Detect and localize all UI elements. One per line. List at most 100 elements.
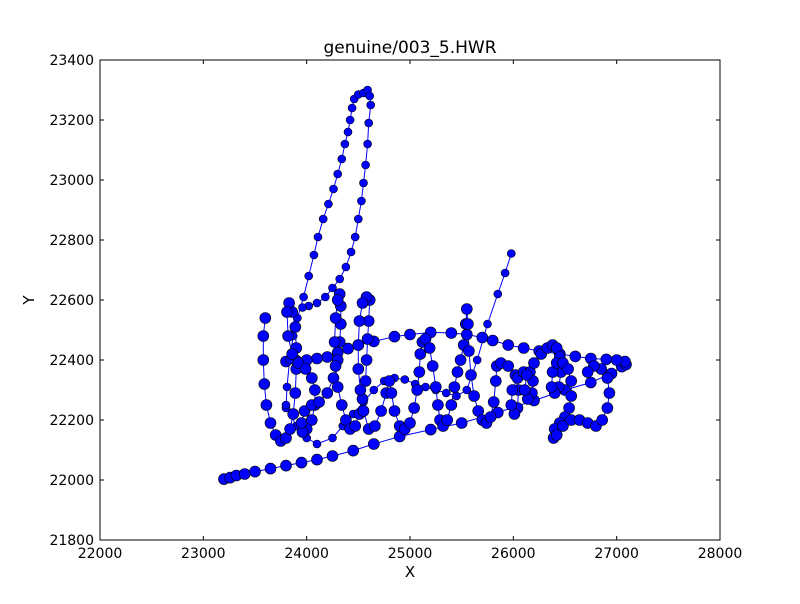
data-point <box>506 384 519 396</box>
data-point <box>289 321 302 333</box>
x-tick-label: 22000 <box>78 546 123 562</box>
data-point <box>601 402 614 414</box>
data-point <box>312 439 322 449</box>
data-point <box>472 355 482 365</box>
data-point <box>258 378 271 390</box>
data-point <box>361 160 370 170</box>
data-point <box>557 420 569 432</box>
data-point <box>404 328 416 341</box>
data-point <box>432 399 444 411</box>
data-point <box>545 381 558 393</box>
data-point <box>460 328 473 341</box>
data-point <box>352 339 365 351</box>
data-point <box>281 400 291 410</box>
data-point <box>357 196 366 206</box>
data-point <box>581 366 594 378</box>
data-point <box>328 336 341 348</box>
data-point <box>282 330 294 342</box>
data-point <box>460 303 473 315</box>
data-point <box>341 262 351 272</box>
data-point <box>414 348 427 360</box>
data-point <box>423 342 436 354</box>
data-point <box>343 127 353 137</box>
data-point <box>454 354 467 366</box>
data-point <box>364 118 374 128</box>
x-axis-ticks: 22000 23000 24000 25000 26000 27000 28000 <box>78 60 743 562</box>
x-tick-label: 28000 <box>698 546 743 562</box>
data-point <box>346 247 356 257</box>
data-point <box>562 363 574 375</box>
data-point <box>257 330 270 342</box>
data-point <box>329 184 338 194</box>
data-point <box>345 115 355 125</box>
data-point <box>445 399 458 411</box>
data-point <box>259 312 272 324</box>
data-point <box>465 369 477 381</box>
data-point <box>413 366 426 378</box>
data-point <box>550 429 563 441</box>
y-tick-label: 22600 <box>49 293 94 309</box>
data-point <box>326 450 339 462</box>
data-point <box>441 388 451 398</box>
data-point <box>287 408 300 420</box>
data-point <box>318 214 328 224</box>
data-point <box>610 354 623 366</box>
data-point <box>299 292 308 302</box>
y-tick-label: 23200 <box>49 113 94 129</box>
data-point <box>506 249 516 258</box>
data-point <box>309 384 321 396</box>
data-point <box>404 417 416 429</box>
data-point <box>455 417 468 429</box>
data-point <box>452 391 461 401</box>
data-point <box>451 366 464 378</box>
y-tick-label: 23000 <box>49 173 94 189</box>
data-point <box>313 232 323 242</box>
data-point <box>360 354 373 366</box>
data-point <box>264 417 277 429</box>
data-point <box>281 306 293 318</box>
data-point <box>565 375 578 387</box>
data-point <box>388 330 401 343</box>
data-point <box>369 420 381 432</box>
data-point <box>286 348 299 360</box>
data-point <box>388 405 401 417</box>
data-point <box>305 372 318 384</box>
data-point <box>304 271 314 281</box>
data-point <box>502 360 515 372</box>
data-point <box>528 357 540 369</box>
data-point <box>238 468 251 480</box>
y-axis-ticks: 21800 22000 22200 22400 22600 22800 23000 23200… <box>49 53 720 549</box>
data-point <box>448 381 461 393</box>
data-point <box>331 381 344 393</box>
data-point <box>518 384 531 396</box>
data-point <box>462 318 474 330</box>
data-point <box>324 199 333 209</box>
data-point <box>353 315 366 327</box>
x-tick-label: 26000 <box>491 546 536 562</box>
x-tick-label: 27000 <box>594 546 639 562</box>
data-point <box>363 139 372 149</box>
data-point <box>520 369 533 381</box>
data-point <box>313 396 325 408</box>
x-tick-label: 23000 <box>181 546 226 562</box>
data-point <box>340 139 350 149</box>
data-point <box>329 360 342 372</box>
x-tick-label: 25000 <box>388 546 433 562</box>
data-point <box>366 100 376 110</box>
y-tick-label: 22200 <box>49 413 94 429</box>
data-point <box>328 283 337 293</box>
data-point <box>335 399 348 411</box>
data-point <box>369 385 379 395</box>
data-point <box>600 353 613 366</box>
data-point <box>335 274 345 284</box>
data-point <box>309 250 319 260</box>
data-point <box>356 297 369 309</box>
data-point <box>311 352 323 365</box>
data-point <box>299 363 312 375</box>
x-axis-label: X <box>405 563 415 581</box>
y-tick-label: 22800 <box>49 233 94 249</box>
data-point <box>569 350 582 363</box>
data-point <box>353 214 363 224</box>
data-point <box>483 319 492 329</box>
